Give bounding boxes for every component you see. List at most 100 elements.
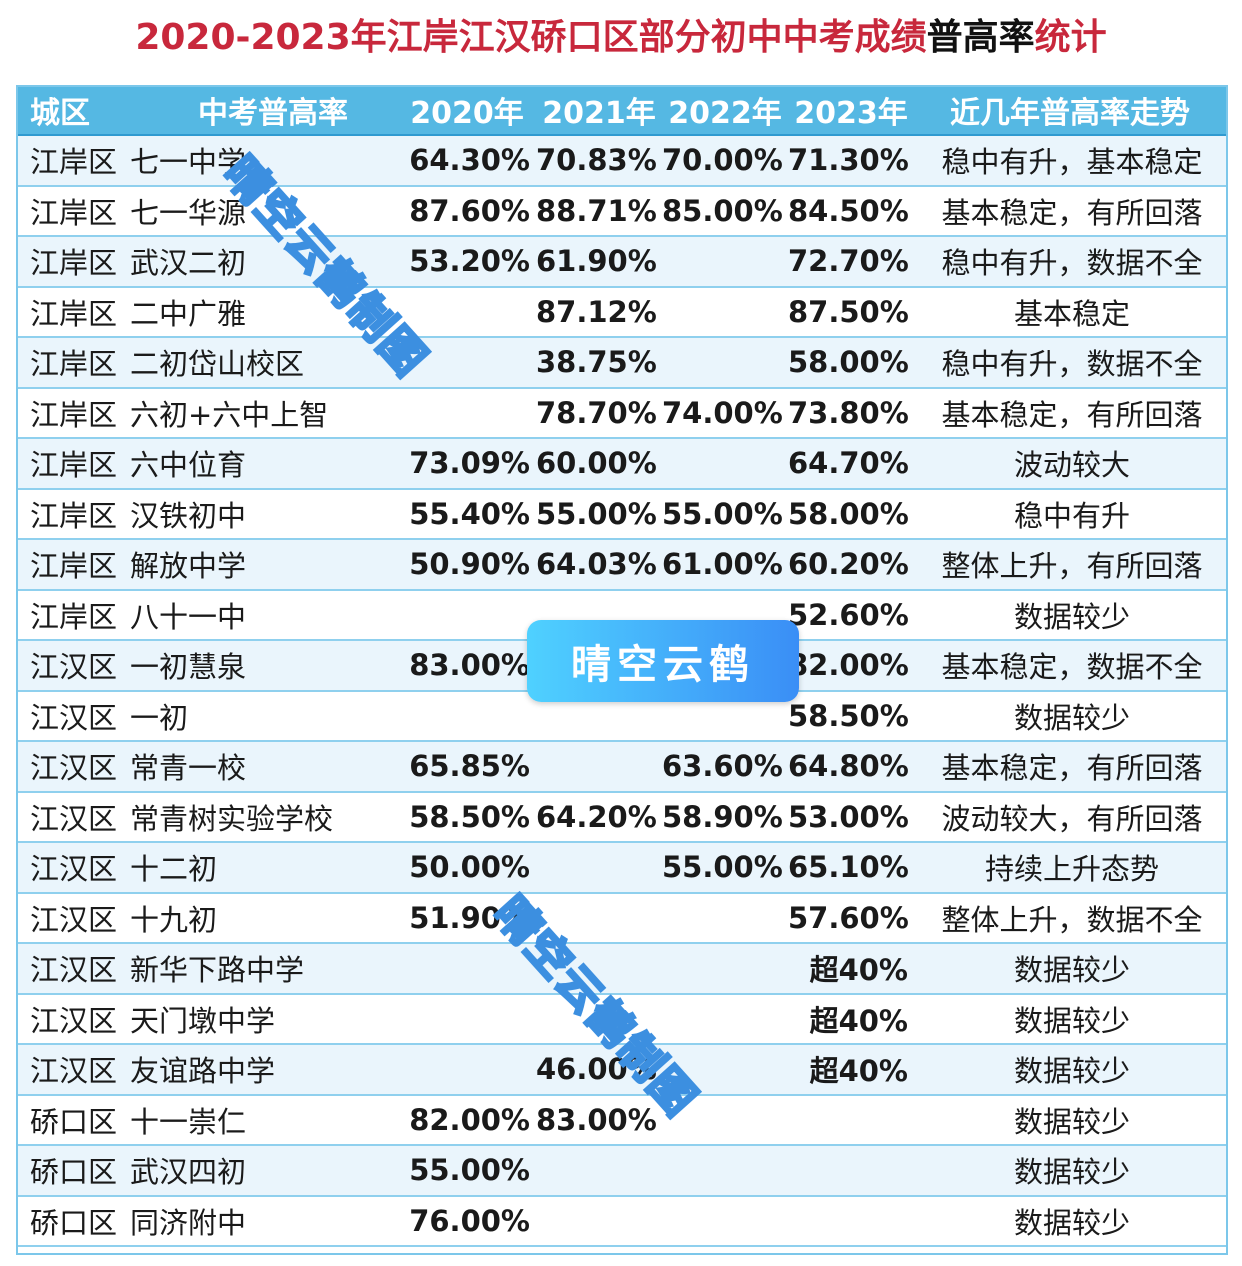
cell-2020: 82.00%	[398, 1094, 536, 1146]
table-row: 硚口区 十一崇仁 82.00% 83.00% 数据较少	[16, 1094, 1226, 1146]
cell-2020	[398, 1044, 536, 1096]
cell-trend: 数据较少	[914, 943, 1226, 995]
cell-2023: 52.60%	[788, 589, 914, 641]
cell-2022	[662, 943, 788, 995]
cell-school: 二初岱山校区	[128, 337, 398, 389]
cell-school: 常青树实验学校	[128, 791, 398, 843]
cell-2020	[398, 993, 536, 1045]
cell-school: 七一中学	[128, 135, 398, 187]
cell-2023: 57.60%	[788, 892, 914, 944]
cell-2020	[398, 286, 536, 338]
cell-school: 六初+六中上智	[128, 387, 398, 439]
table-row: 江汉区 常青一校 65.85% 63.60% 64.80% 基本稳定，有所回落	[16, 741, 1226, 793]
cell-school: 七一华源	[128, 185, 398, 237]
cell-2022: 85.00%	[662, 185, 788, 237]
cell-trend: 稳中有升，数据不全	[914, 337, 1226, 389]
cell-school: 武汉四初	[128, 1145, 398, 1197]
table-row: 江岸区 汉铁初中 55.40% 55.00% 55.00% 58.00% 稳中有升	[16, 488, 1226, 540]
cell-district: 江汉区	[16, 741, 128, 793]
cell-2021	[536, 842, 662, 894]
cell-district: 江岸区	[16, 387, 128, 439]
cell-2023: 87.50%	[788, 286, 914, 338]
cell-district: 江汉区	[16, 842, 128, 894]
cell-2021	[536, 943, 662, 995]
cell-trend: 数据较少	[914, 993, 1226, 1045]
table-row: 江汉区 十二初 50.00% 55.00% 65.10% 持续上升态势	[16, 842, 1226, 894]
cell-trend: 稳中有升，基本稳定	[914, 135, 1226, 187]
table-row: 江岸区 武汉二初 53.20% 61.90% 72.70% 稳中有升，数据不全	[16, 236, 1226, 288]
cell-trend: 数据较少	[914, 690, 1226, 742]
cell-2022	[662, 892, 788, 944]
cell-trend: 基本稳定	[914, 286, 1226, 338]
cell-2021: 61.90%	[536, 236, 662, 288]
cell-2023: 超40%	[788, 1044, 914, 1096]
cell-2023: 65.10%	[788, 842, 914, 894]
cell-2020	[398, 387, 536, 439]
cell-2023: 82.00%	[788, 640, 914, 692]
cell-school: 一初慧泉	[128, 640, 398, 692]
table-row: 江岸区 二初岱山校区 38.75% 58.00% 稳中有升，数据不全	[16, 337, 1226, 389]
header-2022: 2022年	[662, 85, 788, 136]
cell-2020	[398, 690, 536, 742]
cell-district: 江汉区	[16, 943, 128, 995]
cell-district: 江汉区	[16, 690, 128, 742]
cell-school: 新华下路中学	[128, 943, 398, 995]
cell-school: 同济附中	[128, 1195, 398, 1247]
cell-district: 江岸区	[16, 185, 128, 237]
cell-district: 江汉区	[16, 640, 128, 692]
cell-2022	[662, 1094, 788, 1146]
cell-2023: 58.00%	[788, 337, 914, 389]
cell-trend: 数据较少	[914, 1044, 1226, 1096]
cell-2020: 50.00%	[398, 842, 536, 894]
cell-district: 硚口区	[16, 1145, 128, 1197]
cell-2020: 73.09%	[398, 438, 536, 490]
header-school: 中考普高率	[128, 85, 398, 136]
cell-trend: 基本稳定，有所回落	[914, 387, 1226, 439]
cell-2023: 64.80%	[788, 741, 914, 793]
cell-trend: 数据较少	[914, 1094, 1226, 1146]
cell-district: 江汉区	[16, 791, 128, 843]
cell-2020: 51.90%	[398, 892, 536, 944]
cell-district: 江岸区	[16, 337, 128, 389]
title-part-1: 2020-2023年江岸江汉硚口区部分初中中考成绩	[135, 17, 927, 58]
cell-school: 一初	[128, 690, 398, 742]
cell-2021	[536, 993, 662, 1045]
cell-school: 十九初	[128, 892, 398, 944]
cell-2023: 超40%	[788, 943, 914, 995]
table-row: 江岸区 六中位育 73.09% 60.00% 64.70% 波动较大	[16, 438, 1226, 490]
cell-2020	[398, 943, 536, 995]
page-title: 2020-2023年江岸江汉硚口区部分初中中考成绩普高率统计	[0, 14, 1242, 62]
header-2021: 2021年	[536, 85, 662, 136]
cell-school: 十一崇仁	[128, 1094, 398, 1146]
cell-district: 江岸区	[16, 286, 128, 338]
cell-district: 硚口区	[16, 1094, 128, 1146]
header-district: 城区	[16, 85, 128, 136]
cell-2020: 76.00%	[398, 1195, 536, 1247]
cell-2022	[662, 337, 788, 389]
cell-2023: 58.50%	[788, 690, 914, 742]
cell-2021: 55.00%	[536, 488, 662, 540]
cell-2020	[398, 337, 536, 389]
cell-2022	[662, 1195, 788, 1247]
cell-2022: 55.00%	[662, 842, 788, 894]
cell-2022	[662, 993, 788, 1045]
table-row: 江岸区 七一华源 87.60% 88.71% 85.00% 84.50% 基本稳定，有所回落	[16, 185, 1226, 237]
cell-school: 武汉二初	[128, 236, 398, 288]
cell-school: 汉铁初中	[128, 488, 398, 540]
watermark-badge: 晴空云鹤	[527, 620, 799, 702]
table-row: 江汉区 新华下路中学 超40% 数据较少	[16, 943, 1226, 995]
cell-trend: 波动较大	[914, 438, 1226, 490]
cell-district: 江岸区	[16, 589, 128, 641]
cell-school: 八十一中	[128, 589, 398, 641]
table-row: 江汉区 常青树实验学校 58.50% 64.20% 58.90% 53.00% 波动较大，有…	[16, 791, 1226, 843]
table-row: 江岸区 二中广雅 87.12% 87.50% 基本稳定	[16, 286, 1226, 338]
cell-2020: 50.90%	[398, 539, 536, 591]
table-header-row: 城区 中考普高率 2020年 2021年 2022年 2023年 近几年普高率走…	[16, 85, 1226, 136]
cell-trend: 基本稳定，有所回落	[914, 741, 1226, 793]
cell-2022: 70.00%	[662, 135, 788, 187]
table-body: 江岸区 七一中学 64.30% 70.83% 70.00% 71.30% 稳中有升，基本稳定…	[16, 135, 1226, 1247]
cell-2023	[788, 1195, 914, 1247]
table-row: 硚口区 武汉四初 55.00% 数据较少	[16, 1145, 1226, 1197]
cell-2021: 64.03%	[536, 539, 662, 591]
cell-2021: 87.12%	[536, 286, 662, 338]
